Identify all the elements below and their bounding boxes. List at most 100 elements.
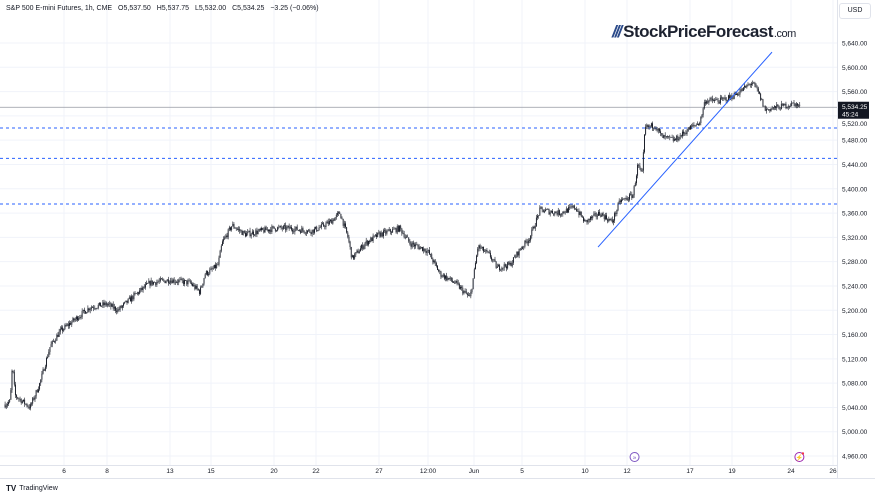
candle-body <box>296 226 298 231</box>
candle-body <box>412 242 414 245</box>
candle-body <box>182 280 184 284</box>
candle-body <box>272 226 274 228</box>
candle-body <box>297 230 299 231</box>
candle-body <box>428 250 430 255</box>
candle-body <box>111 304 113 307</box>
candle-body <box>294 228 296 232</box>
candle-body <box>464 291 466 292</box>
candle-body <box>783 103 785 106</box>
candle-body <box>754 82 756 85</box>
candle-body <box>36 390 38 393</box>
candle-body <box>719 97 721 104</box>
price-axis-label: 5,080.00 <box>842 381 868 388</box>
candle-body <box>75 316 77 320</box>
candle-body <box>187 280 189 285</box>
candle-body <box>662 134 664 138</box>
candle-body <box>639 165 641 169</box>
candle-body <box>356 250 358 253</box>
candle-body <box>576 208 578 212</box>
candle-body <box>691 125 693 127</box>
candle-body <box>494 259 496 262</box>
candle-body <box>588 219 590 220</box>
candle-body <box>420 247 422 248</box>
candle-body <box>21 401 23 403</box>
time-axis-label: 10 <box>581 468 589 475</box>
candle-body <box>389 229 391 232</box>
candle-body <box>742 87 744 91</box>
candle-body <box>744 85 745 88</box>
candle-body <box>334 217 336 221</box>
candle-body <box>485 250 487 252</box>
candle-body <box>432 259 434 263</box>
candle-body <box>554 211 556 215</box>
candle-body <box>8 402 9 405</box>
candle-body <box>251 231 253 235</box>
candle-body <box>440 271 442 277</box>
candle-body <box>20 399 22 403</box>
candle-body <box>417 244 419 247</box>
open-value: O5,537.50 <box>118 5 151 12</box>
symbol-name[interactable]: S&P 500 E-mini Futures, 1h, CME <box>6 5 113 12</box>
candle-body <box>336 213 338 215</box>
candle-body <box>414 244 415 247</box>
candle-body <box>461 286 463 288</box>
candle-body <box>374 234 376 236</box>
candle-body <box>539 207 541 216</box>
candle-body <box>299 230 300 231</box>
candle-body <box>501 267 503 270</box>
candle-body <box>658 128 660 132</box>
candle-body <box>120 306 122 308</box>
candle-body <box>660 131 662 134</box>
candle-body <box>371 237 373 242</box>
candle-body <box>309 229 311 233</box>
candle-body <box>702 108 704 115</box>
candle-body <box>688 127 690 130</box>
candle-body <box>257 230 259 235</box>
candle-body <box>765 108 767 111</box>
currency-button[interactable]: USD <box>839 3 871 19</box>
candle-body <box>392 229 394 233</box>
candle-body <box>566 208 568 213</box>
dividend-event-icon[interactable] <box>794 452 805 462</box>
candle-body <box>73 318 75 321</box>
candle-body <box>569 206 571 208</box>
candle-body <box>204 274 206 279</box>
candle-body <box>663 135 665 138</box>
candle-body <box>40 379 42 384</box>
candle-body <box>433 260 435 263</box>
candle-body <box>609 218 611 221</box>
candle-body <box>635 175 637 184</box>
candle-body <box>165 281 167 283</box>
candle-body <box>442 274 444 277</box>
candle-body <box>549 212 551 215</box>
candle-body <box>779 109 781 110</box>
candle-body <box>353 255 354 259</box>
candle-body <box>250 234 252 237</box>
candle-body <box>67 324 69 326</box>
candle-body <box>246 233 248 237</box>
candle-body <box>767 108 768 110</box>
candle-body <box>263 229 265 233</box>
candle-body <box>495 261 497 268</box>
candle-body <box>239 229 241 231</box>
candle-body <box>550 211 552 213</box>
tradingview-branding[interactable]: TV TradingView <box>6 484 58 493</box>
candle-body <box>330 220 331 222</box>
candle-body <box>148 281 150 284</box>
candle-body <box>46 357 47 367</box>
candle-body <box>26 403 28 407</box>
candle-body <box>646 125 648 127</box>
candle-body <box>535 217 537 226</box>
candle-body <box>364 243 366 247</box>
candle-body <box>708 100 710 103</box>
trendline <box>597 51 773 248</box>
candle-body <box>585 219 587 221</box>
candle-body <box>625 197 627 199</box>
candle-body <box>173 279 175 283</box>
time-axis-label: 22 <box>312 468 320 475</box>
economic-event-icon[interactable] <box>629 452 640 462</box>
candle-body <box>186 280 188 285</box>
candle-body <box>599 211 601 215</box>
candle-body <box>196 285 198 289</box>
